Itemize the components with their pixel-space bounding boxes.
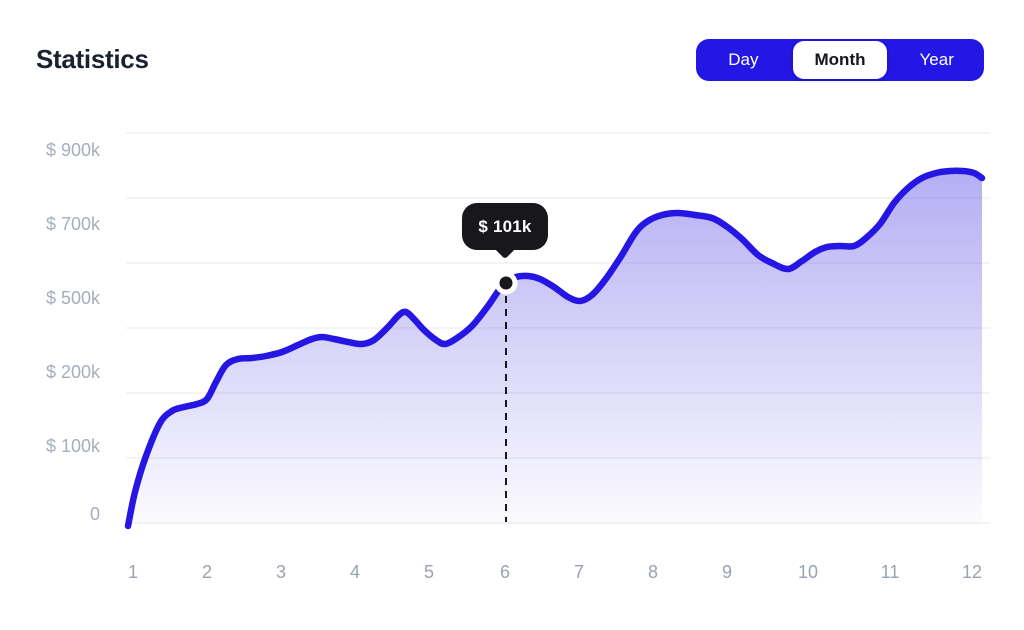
x-axis-label: 3 xyxy=(276,562,286,582)
x-axis-label: 11 xyxy=(881,562,900,582)
x-axis-label: 9 xyxy=(722,562,732,582)
x-axis-label: 12 xyxy=(962,562,982,582)
x-axis-label: 4 xyxy=(350,562,360,582)
y-axis-label: 0 xyxy=(90,504,100,524)
y-axis-label: $ 200k xyxy=(46,362,101,382)
x-axis-label: 8 xyxy=(648,562,658,582)
x-axis-label: 10 xyxy=(798,562,818,582)
y-axis-label: $ 900k xyxy=(46,140,101,160)
marker-dot[interactable] xyxy=(494,271,518,295)
toggle-year-button[interactable]: Year xyxy=(889,39,984,81)
tooltip-value: $ 101k xyxy=(478,216,532,236)
x-axis-label: 5 xyxy=(424,562,434,582)
x-axis-label: 7 xyxy=(574,562,584,582)
y-axis-label: $ 100k xyxy=(46,436,101,456)
series-line xyxy=(124,167,986,530)
toggle-month-button[interactable]: Month xyxy=(792,41,888,79)
x-axis-label: 2 xyxy=(202,562,212,582)
y-axis-label: $ 500k xyxy=(46,288,101,308)
period-toggle: Day Month Year xyxy=(696,39,984,81)
x-axis-label: 1 xyxy=(128,562,138,582)
page-title: Statistics xyxy=(36,44,149,74)
y-axis-label: $ 700k xyxy=(46,214,101,234)
toggle-day-button[interactable]: Day xyxy=(696,39,791,81)
area-fill xyxy=(128,170,982,526)
x-axis-label: 6 xyxy=(500,562,510,582)
tooltip: $ 101k xyxy=(462,203,548,250)
